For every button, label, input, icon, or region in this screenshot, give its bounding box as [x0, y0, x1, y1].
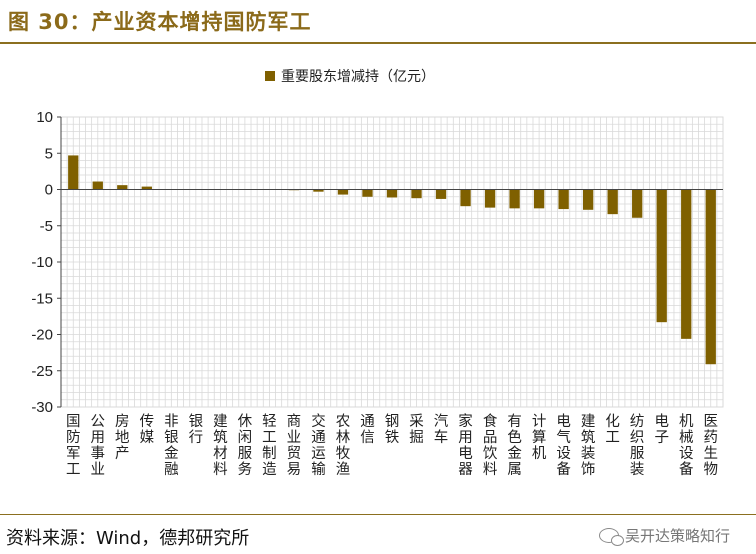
bars — [68, 155, 716, 365]
y-tick-label: 5 — [45, 145, 53, 162]
category-label: 非银金融 — [164, 413, 179, 478]
category-label: 建筑材料 — [213, 413, 228, 478]
bar-通信 — [362, 189, 373, 197]
bar-电气设备 — [558, 189, 569, 210]
y-tick-label: 10 — [36, 109, 53, 126]
category-labels: 国防军工公用事业房地产传媒非银金融银行建筑材料休闲服务轻工制造商业贸易交通运输农… — [66, 412, 718, 478]
bar-计算机 — [533, 189, 545, 209]
y-tick-label: -25 — [31, 363, 53, 380]
bar-食品饮料 — [484, 189, 496, 208]
source-note: 资料来源：Wind，德邦研究所 — [6, 528, 250, 549]
bar-电子 — [656, 189, 667, 323]
bar-传媒 — [141, 186, 152, 190]
axes — [57, 116, 723, 408]
category-label: 食品饮料 — [483, 413, 498, 478]
category-label: 轻工制造 — [262, 413, 277, 478]
bar-国防军工 — [68, 155, 79, 190]
category-label: 国防军工 — [66, 414, 81, 478]
bar-汽车 — [435, 189, 447, 199]
category-label: 汽车 — [434, 413, 449, 446]
category-label: 商业贸易 — [287, 413, 302, 478]
y-tick-label: -10 — [31, 254, 53, 271]
category-label: 传媒 — [140, 413, 155, 446]
category-label: 计算机 — [532, 413, 547, 462]
category-label: 钢铁 — [385, 413, 400, 446]
category-label: 化工 — [605, 413, 620, 446]
category-label: 电气设备 — [556, 413, 571, 478]
bar-化工 — [607, 189, 618, 215]
figure-title: 图 30：产业资本增持国防军工 — [8, 10, 312, 34]
category-label: 家用电器 — [458, 413, 473, 478]
category-label: 休闲服务 — [238, 413, 253, 478]
category-label: 银行 — [189, 413, 204, 446]
bar-有色金属 — [509, 189, 520, 209]
y-tick-label: -5 — [40, 218, 53, 235]
bar-交通运输 — [313, 189, 324, 192]
category-label: 房地产 — [115, 413, 130, 462]
y-tick-label: -30 — [31, 399, 53, 416]
bar-医药生物 — [705, 189, 716, 365]
category-label: 建筑装饰 — [581, 413, 596, 478]
bar-建筑装饰 — [582, 189, 594, 210]
bar-机械设备 — [681, 189, 692, 339]
bar-家用电器 — [460, 189, 471, 207]
wechat-icon — [598, 528, 624, 546]
y-tick-label: -20 — [31, 327, 53, 344]
bar-农林牧渔 — [337, 189, 349, 195]
title-bar: 图 30：产业资本增持国防军工 — [0, 0, 756, 44]
category-label: 公用事业 — [91, 414, 106, 478]
category-label: 农林牧渔 — [336, 413, 351, 478]
category-label: 采掘 — [409, 413, 424, 446]
watermark: 吴开达策略知行 — [598, 525, 730, 546]
bar-采掘 — [411, 189, 422, 199]
category-label: 通信 — [360, 413, 375, 446]
footer: 资料来源：Wind，德邦研究所 吴开达策略知行 — [0, 514, 756, 554]
watermark-text: 吴开达策略知行 — [624, 527, 730, 545]
bar-公用事业 — [92, 181, 103, 190]
category-label: 交通运输 — [311, 412, 326, 478]
grid-lines — [60, 116, 724, 408]
legend-swatch — [265, 71, 275, 81]
bar-钢铁 — [386, 189, 398, 198]
category-label: 电子 — [654, 413, 669, 446]
legend: 重要股东增减持（亿元） — [265, 69, 435, 85]
legend-label: 重要股东增减持（亿元） — [281, 69, 435, 85]
y-tick-label: 0 — [45, 182, 53, 199]
y-tick-label: -15 — [31, 290, 53, 307]
category-label: 医药生物 — [703, 414, 718, 478]
bar-房地产 — [117, 185, 128, 190]
y-tick-labels: 10 5 0 -5 -10 -15 -20 -25 -30 — [31, 109, 53, 416]
category-label: 有色金属 — [507, 413, 522, 478]
bar-纺织服装 — [632, 189, 643, 218]
category-label: 纺织服装 — [630, 413, 645, 478]
category-label: 机械设备 — [679, 413, 694, 478]
